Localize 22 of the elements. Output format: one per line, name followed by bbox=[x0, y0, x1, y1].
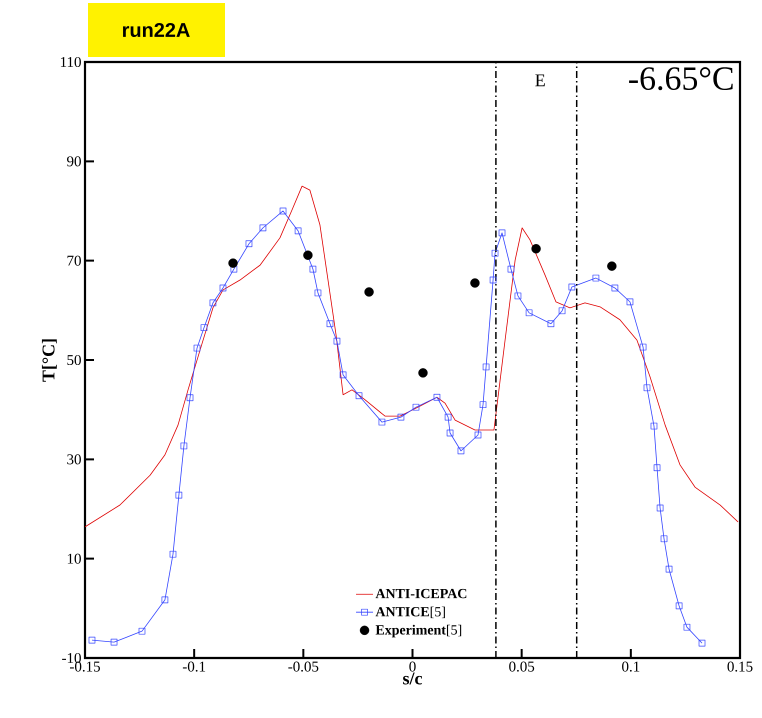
y-tick-label: 110 bbox=[60, 56, 81, 68]
x-axis-title: s/c bbox=[403, 672, 422, 684]
x-tick-label: 0 bbox=[409, 662, 416, 672]
legend-label: ANTICE[5] bbox=[376, 606, 445, 618]
y-tick-label: 10 bbox=[68, 554, 81, 564]
y-tick-label: -10 bbox=[62, 652, 81, 664]
y-axis-title: T[°C] bbox=[42, 339, 57, 382]
annotation: E bbox=[535, 74, 545, 86]
x-tick-label: -0.05 bbox=[288, 662, 318, 672]
y-tick-label: 70 bbox=[68, 256, 81, 266]
x-tick-label: -0.15 bbox=[70, 662, 100, 672]
legend-label: Experiment[5] bbox=[376, 624, 462, 638]
y-tick-label: 30 bbox=[67, 454, 81, 464]
chart-title: run22A bbox=[122, 22, 190, 38]
y-tick-label: 90 bbox=[67, 156, 81, 166]
annotation: -6.65°C bbox=[629, 67, 733, 90]
y-tick-label: 50 bbox=[67, 354, 81, 366]
x-tick-label: 0.15 bbox=[727, 662, 752, 672]
legend-label: ANTI-ICEPAC bbox=[376, 588, 466, 598]
x-tick-label: -0.1 bbox=[182, 662, 206, 672]
x-tick-label: 0.1 bbox=[622, 662, 640, 672]
x-tick-label: 0.05 bbox=[509, 662, 534, 672]
